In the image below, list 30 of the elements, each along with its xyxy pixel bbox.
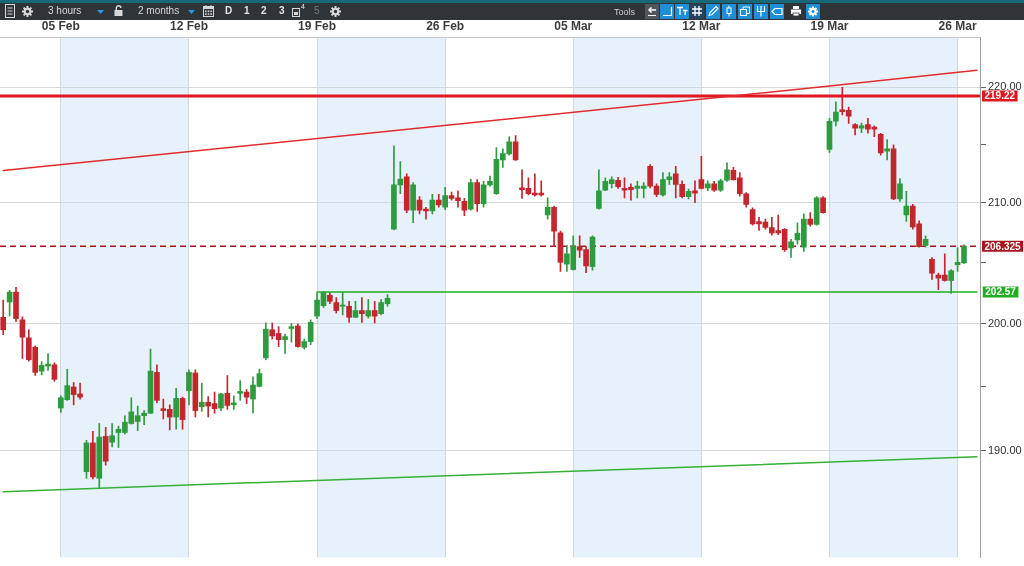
- candlestick: [237, 380, 244, 401]
- y-tick-label: 200.00: [988, 316, 1022, 329]
- text: 3: [279, 5, 285, 17]
- candlestick: [339, 292, 346, 316]
- candlestick: [282, 333, 288, 354]
- text: 1: [244, 5, 250, 17]
- x-tick-label: 26 Feb: [426, 19, 465, 34]
- y-tick-label: 220.00: [988, 80, 1022, 93]
- text: 5: [314, 5, 320, 17]
- candlestick: [692, 180, 698, 203]
- data-label: 202.57: [985, 286, 1017, 298]
- x-tick-label: 12 Mar: [682, 19, 721, 34]
- text: Tools: [614, 6, 636, 18]
- ref-line-label: 219.22: [984, 90, 1016, 102]
- x-tick-label: 12 Feb: [169, 19, 208, 34]
- x-tick-label: 05 Mar: [554, 19, 593, 34]
- text: 2 months: [138, 5, 180, 17]
- candlestick: [397, 161, 404, 195]
- candlestick: [359, 297, 365, 323]
- text: D: [225, 5, 233, 17]
- text: 3 hours: [48, 5, 82, 17]
- y-tick-label: 190.00: [988, 443, 1022, 456]
- text: 2: [261, 5, 267, 17]
- x-tick-label: 05 Feb: [41, 19, 80, 34]
- ref-line-label: 206.325: [984, 240, 1022, 252]
- x-tick-label: 19 Feb: [298, 19, 337, 34]
- candlestick: [198, 382, 205, 412]
- y-tick-label: 210.00: [988, 195, 1022, 208]
- x-tick-label: 19 Mar: [810, 19, 849, 34]
- x-tick-label: 26 Mar: [938, 19, 977, 34]
